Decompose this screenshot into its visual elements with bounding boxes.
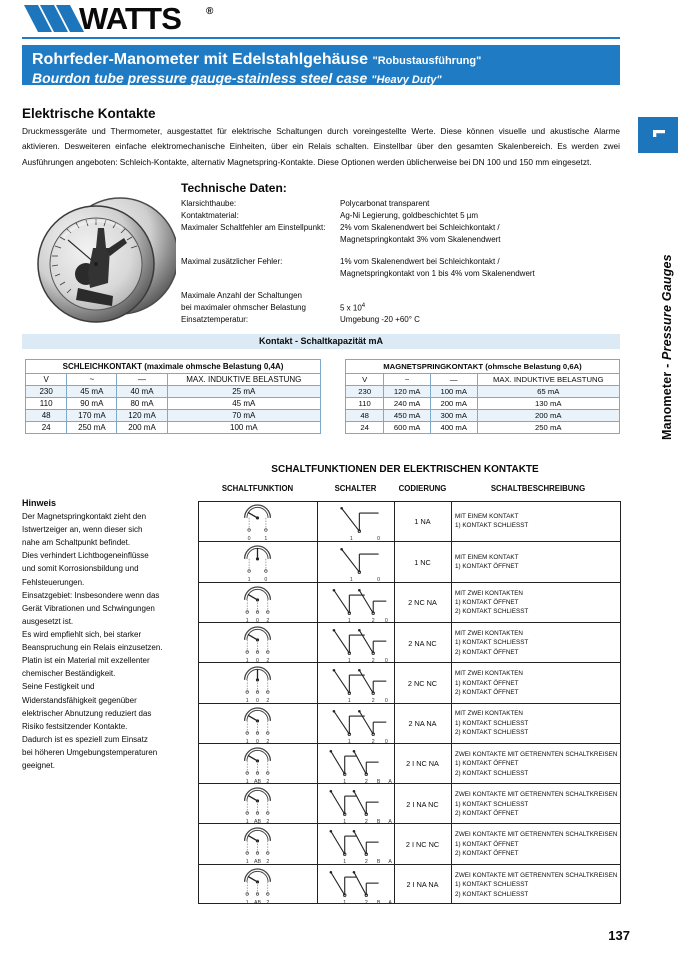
svg-text:2: 2 bbox=[365, 900, 368, 905]
svg-text:1: 1 bbox=[246, 900, 249, 905]
svg-text:WATTS: WATTS bbox=[79, 3, 181, 35]
svg-text:1: 1 bbox=[343, 900, 346, 905]
svg-text:2: 2 bbox=[266, 900, 269, 905]
svg-text:A: A bbox=[388, 900, 392, 905]
svg-text:AB: AB bbox=[254, 900, 262, 905]
svg-text:®: ® bbox=[206, 6, 214, 17]
svg-text:B: B bbox=[377, 900, 381, 905]
